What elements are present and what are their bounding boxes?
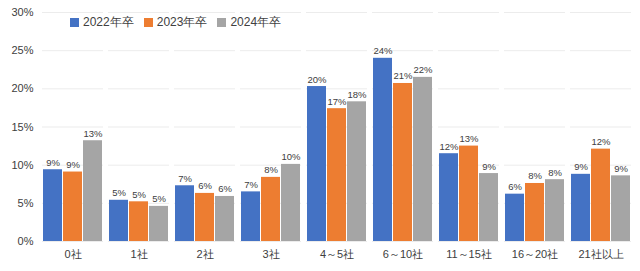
svg-text:17%: 17% xyxy=(327,96,347,107)
html-text:2023年卒: 2023年卒 xyxy=(156,15,208,29)
svg-text:9%: 9% xyxy=(482,161,496,172)
svg-text:9%: 9% xyxy=(66,159,80,170)
svg-text:12%: 12% xyxy=(591,136,611,147)
svg-text:3社: 3社 xyxy=(262,248,279,260)
svg-text:8%: 8% xyxy=(264,164,278,175)
svg-text:0%: 0% xyxy=(18,235,34,247)
html-text:2024年卒: 2024年卒 xyxy=(230,15,282,29)
svg-text:10%: 10% xyxy=(11,159,33,171)
svg-text:9%: 9% xyxy=(574,161,588,172)
svg-text:16～20社: 16～20社 xyxy=(512,248,558,260)
svg-text:8%: 8% xyxy=(548,167,562,178)
svg-text:20%: 20% xyxy=(11,82,33,94)
svg-text:22%: 22% xyxy=(413,64,433,75)
svg-text:18%: 18% xyxy=(347,89,367,100)
svg-text:7%: 7% xyxy=(178,173,192,184)
svg-text:24%: 24% xyxy=(373,45,393,56)
svg-text:6%: 6% xyxy=(508,181,522,192)
svg-text:12%: 12% xyxy=(439,141,459,152)
svg-text:8%: 8% xyxy=(528,170,542,181)
svg-text:6%: 6% xyxy=(218,183,232,194)
svg-text:4～5社: 4～5社 xyxy=(320,248,354,260)
svg-text:13%: 13% xyxy=(83,128,103,139)
svg-text:0社: 0社 xyxy=(64,248,81,260)
html-text:2022年卒: 2022年卒 xyxy=(83,15,134,29)
svg-text:11～15社: 11～15社 xyxy=(446,248,492,260)
svg-text:7%: 7% xyxy=(244,179,258,190)
svg-text:2社: 2社 xyxy=(196,248,213,260)
svg-text:21社以上: 21社以上 xyxy=(578,248,623,260)
svg-text:1社: 1社 xyxy=(130,248,147,260)
svg-text:6～10社: 6～10社 xyxy=(383,248,423,260)
svg-text:6%: 6% xyxy=(198,180,212,191)
svg-text:5%: 5% xyxy=(152,193,166,204)
svg-text:5%: 5% xyxy=(132,189,146,200)
svg-text:9%: 9% xyxy=(614,163,628,174)
svg-text:30%: 30% xyxy=(11,6,33,18)
svg-text:10%: 10% xyxy=(281,151,301,162)
svg-text:20%: 20% xyxy=(307,74,327,85)
svg-text:15%: 15% xyxy=(11,121,33,133)
svg-text:21%: 21% xyxy=(393,70,413,81)
svg-text:5%: 5% xyxy=(112,187,126,198)
svg-text:5%: 5% xyxy=(18,197,34,209)
svg-text:25%: 25% xyxy=(11,44,33,56)
svg-text:9%: 9% xyxy=(46,157,60,168)
svg-text:13%: 13% xyxy=(459,133,479,144)
